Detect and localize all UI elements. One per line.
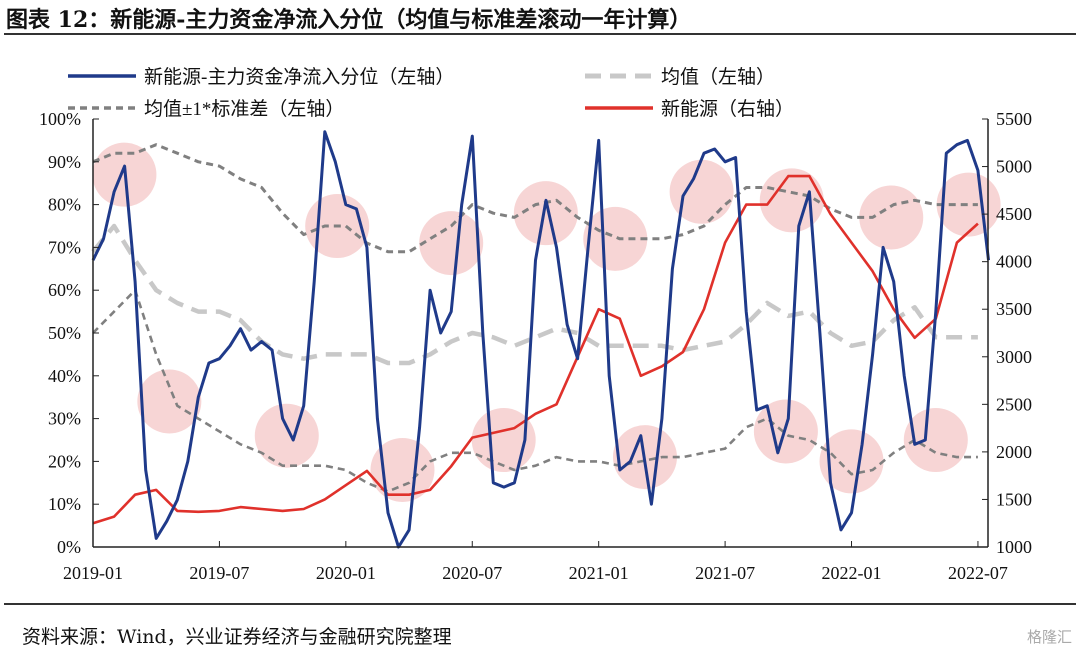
y-left-tick-label: 90% [48,152,81,172]
watermark: 格隆汇 [1026,628,1072,646]
legend-label: 均值±1*标准差（左轴） [144,98,344,120]
x-tick-label: 2019-07 [189,563,249,583]
y-right-tick-label: 1000 [996,537,1032,557]
y-left-tick-label: 50% [48,323,81,343]
series-line [92,143,978,254]
highlight-circle [759,168,824,233]
highlight-circle [254,403,319,468]
series-line [91,130,990,549]
legend-label: 新能源（右轴） [661,98,794,120]
legend-label: 新能源-主力资金净流入分位（左轴） [144,66,454,88]
x-tick-label: 2022-01 [822,563,882,583]
y-left-tick-label: 0% [57,537,81,557]
x-tick-label: 2021-07 [695,563,755,583]
highlight-circle [819,429,884,494]
axes: 0% 10% 20% 30% 40% 50% 60% 70% 80% 90% 100% 1000 150… [39,109,1032,583]
y-right-tick-label: 4500 [996,204,1032,224]
y-left-tick-label: 30% [48,409,81,429]
y-left-tick-label: 60% [48,280,81,300]
highlight-circle [669,159,734,224]
highlight-circles [92,142,1001,502]
x-tick-label: 2019-01 [63,563,123,583]
highlight-circle [137,369,202,434]
series-lines [91,130,990,549]
source-note: 资料来源：Wind，兴业证券经济与金融研究院整理 [22,626,452,648]
legend-label: 均值（左轴） [661,66,775,88]
y-right-tick-label: 2500 [996,394,1032,414]
top-rule [4,33,1076,35]
highlight-circle [903,408,968,472]
y-right-tick-label: 2000 [996,442,1032,462]
highlight-circle [859,185,924,250]
y-right-tick-label: 1500 [996,489,1032,509]
y-left-tick-label: 10% [48,494,81,514]
x-tick-label: 2020-01 [316,563,376,583]
series-line [92,288,978,493]
y-right-tick-label: 5000 [996,157,1032,177]
legend: 新能源-主力资金净流入分位（左轴） 均值（左轴） 均值±1*标准差（左轴） 新能源（右… [68,66,794,120]
y-left-tick-label: 70% [48,237,81,257]
x-tick-label: 2022-07 [948,563,1008,583]
highlight-circle [513,181,578,246]
bottom-rule [4,603,1076,605]
x-tick-label: 2020-07 [442,563,502,583]
chart-title: 图表 12：新能源-主力资金净流入分位（均值与标准差滚动一年计算） [6,7,692,33]
series-line [92,174,979,525]
y-right-tick-label: 3500 [996,299,1032,319]
y-right-tick-label: 5500 [996,109,1032,129]
y-left-tick-label: 40% [48,366,81,386]
y-right-tick-label: 4000 [996,252,1032,272]
y-left-tick-label: 80% [48,195,81,215]
series-line [91,223,978,366]
highlight-circle [936,172,1001,237]
highlight-circle [583,206,648,271]
y-left-tick-label: 100% [39,109,81,129]
y-right-tick-label: 3000 [996,347,1032,367]
y-left-tick-label: 20% [48,451,81,471]
x-tick-label: 2021-01 [569,563,629,583]
highlight-circle [419,211,484,276]
